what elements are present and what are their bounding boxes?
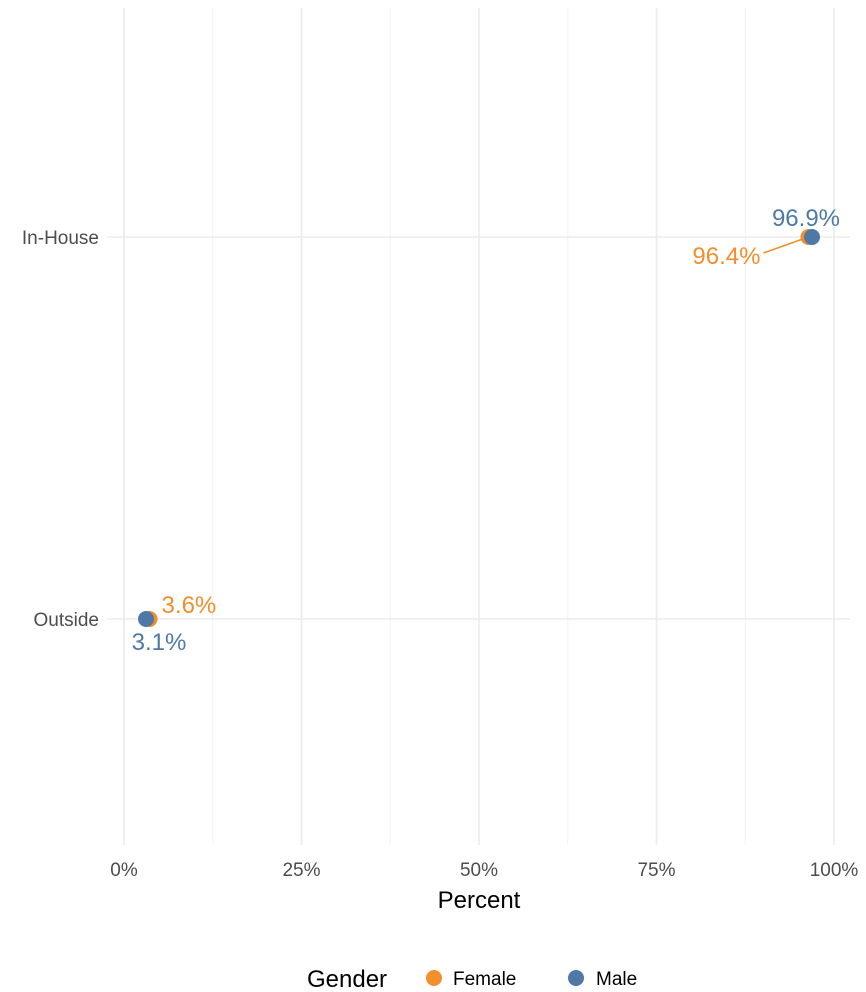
x-tick-label: 0% [110, 860, 138, 881]
category-label: In-House [22, 228, 99, 249]
legend-label-female: Female [453, 969, 516, 990]
minor-gridlines [212, 8, 746, 845]
x-tick-label: 50% [460, 860, 498, 881]
legend-key-female [426, 970, 442, 986]
x-tick-label: 25% [282, 860, 320, 881]
legend-title: Gender [307, 966, 387, 992]
data-label-male: 3.1% [132, 629, 187, 656]
data-label-female: 3.6% [162, 592, 217, 619]
x-axis: 0% 25% 50% 75% 100% [110, 860, 858, 881]
data-point-male [138, 611, 155, 627]
legend-key-male [568, 970, 584, 986]
data-point-male [803, 229, 820, 245]
category-label: Outside [34, 610, 99, 631]
major-gridlines [107, 8, 850, 845]
legend: Gender Female Male [307, 966, 637, 992]
data-label-male: 96.9% [772, 205, 840, 232]
data-points [138, 229, 820, 627]
category-axis: In-House Outside [22, 228, 99, 631]
legend-label-male: Male [596, 969, 637, 990]
legend-items: Female Male [426, 969, 637, 990]
data-label-female: 96.4% [692, 243, 760, 270]
data-labels: 96.4% 3.6% 96.9% 3.1% [132, 205, 840, 656]
x-tick-label: 75% [637, 860, 675, 881]
x-tick-label: 100% [810, 860, 859, 881]
x-axis-title: Percent [438, 887, 521, 914]
